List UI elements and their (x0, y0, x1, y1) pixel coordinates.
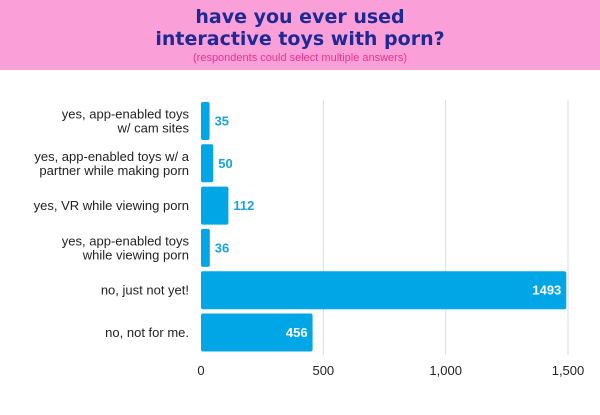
bar (201, 313, 313, 352)
bar (201, 144, 214, 183)
category-label: while viewing porn (82, 247, 189, 262)
bar-value-label: 35 (215, 114, 229, 129)
chart-title: have you ever used interactive toys with… (155, 6, 445, 50)
category-label: yes, VR while viewing porn (34, 198, 189, 213)
bar-value-label: 456 (286, 325, 308, 340)
bar (201, 102, 210, 140)
category-label: no, not for me. (105, 325, 189, 340)
bar-value-label: 1493 (532, 283, 561, 298)
category-label: yes, app-enabled toys (62, 107, 190, 122)
category-label: no, just not yet! (101, 283, 189, 298)
category-label: yes, app-enabled toys (62, 233, 190, 248)
x-tick-label: 500 (312, 363, 334, 378)
bar (201, 228, 210, 267)
bar-value-label: 112 (233, 198, 254, 213)
category-label: partner while making porn (39, 163, 189, 178)
x-tick-label: 1,500 (552, 363, 585, 378)
category-label: w/ cam sites (116, 121, 189, 136)
bar-value-label: 50 (218, 156, 232, 171)
x-tick-label: 0 (197, 363, 204, 378)
chart-subtitle: (respondents could select multiple answe… (193, 52, 407, 64)
category-label: yes, app-enabled toys w/ a (34, 149, 189, 164)
chart-header: have you ever used interactive toys with… (0, 0, 600, 70)
x-tick-label: 1,000 (429, 363, 462, 378)
bar-value-label: 36 (215, 240, 229, 255)
bar (201, 271, 567, 310)
bar (201, 186, 229, 225)
